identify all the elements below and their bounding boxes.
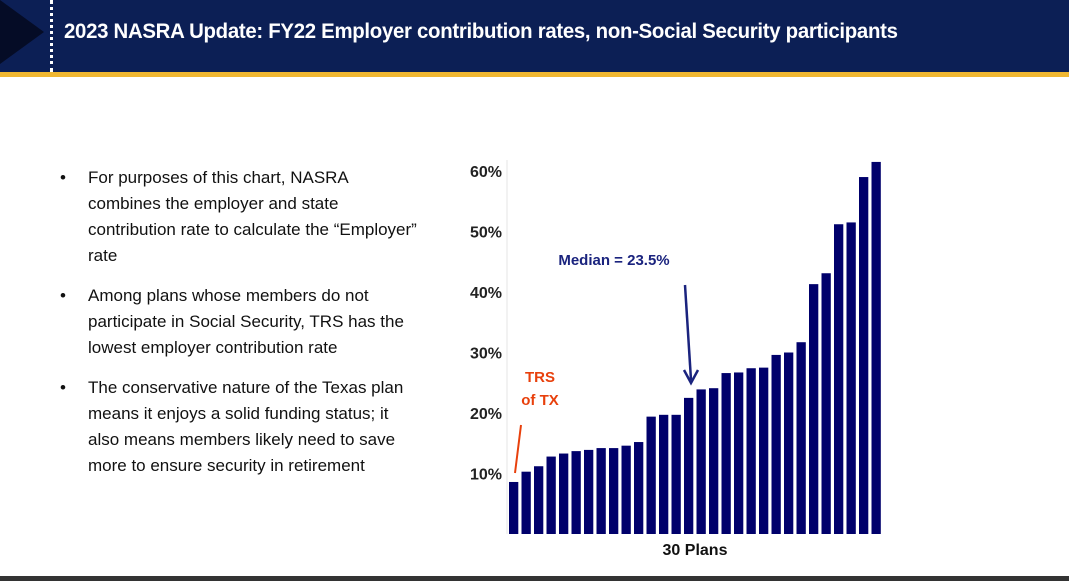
bar-plan-21: [759, 367, 769, 534]
trs-pointer-line: [514, 424, 522, 474]
bar-plan-23: [784, 352, 794, 534]
bar-plan-10: [621, 445, 631, 534]
bar-plan-24: [796, 342, 806, 534]
bar-plan-6: [571, 451, 581, 534]
y-tick-label: 40%: [470, 285, 502, 302]
x-axis-label: 30 Plans: [663, 542, 728, 559]
bullet-item: • The conservative nature of the Texas pl…: [60, 375, 420, 479]
chevron-decoration: [0, 0, 44, 64]
bullet-text: Among plans whose members do not partici…: [88, 286, 404, 357]
bar-plan-13: [659, 414, 669, 534]
bar-plan-22: [771, 354, 781, 534]
bullet-icon: •: [60, 378, 66, 397]
bar-plan-27: [834, 224, 844, 535]
bar-plan-26: [821, 273, 831, 534]
bar-plan-1: [509, 481, 519, 534]
bar-plan-2: [521, 471, 531, 534]
bar-plan-4: [546, 456, 556, 534]
bar-plan-29: [859, 177, 869, 535]
bar-plan-16: [696, 389, 706, 534]
dotted-divider: [50, 0, 53, 72]
bottom-bar: [0, 576, 1069, 581]
slide-title: 2023 NASRA Update: FY22 Employer contrib…: [64, 20, 898, 43]
y-axis-ticks: 10% 20% 30% 40% 50% 60%: [470, 164, 502, 484]
bar-plan-11: [634, 442, 644, 534]
bar-plan-12: [646, 416, 656, 534]
bar-plan-17: [709, 388, 719, 534]
bullet-list: • For purposes of this chart, NASRA combi…: [60, 165, 420, 493]
bullet-text: The conservative nature of the Texas pla…: [88, 378, 404, 475]
bar-plan-25: [809, 284, 819, 534]
slide-header: 2023 NASRA Update: FY22 Employer contrib…: [0, 0, 1069, 72]
trs-annotation-line1: TRS: [525, 369, 555, 386]
bar-plan-19: [734, 372, 744, 534]
y-tick-label: 50%: [470, 225, 502, 242]
bullet-item: • Among plans whose members do not partic…: [60, 283, 420, 361]
bar-plan-14: [671, 414, 681, 534]
bar-plan-30: [871, 161, 881, 535]
y-tick-label: 60%: [470, 164, 502, 181]
bar-plan-5: [559, 453, 569, 534]
bar-plan-3: [534, 466, 544, 534]
accent-stripe: [0, 72, 1069, 77]
bar-plan-20: [746, 368, 756, 534]
bar-plan-7: [584, 449, 594, 534]
bullet-icon: •: [60, 168, 66, 187]
bar-plan-18: [721, 373, 731, 534]
y-tick-label: 30%: [470, 346, 502, 363]
median-annotation: Median = 23.5%: [558, 252, 669, 269]
bar-plan-9: [609, 448, 619, 534]
bullet-icon: •: [60, 286, 66, 305]
bullet-text: For purposes of this chart, NASRA combin…: [88, 168, 417, 265]
bar-plan-8: [596, 448, 606, 534]
median-arrow-head: [682, 369, 700, 386]
trs-annotation-line2: of TX: [521, 392, 559, 409]
bars: [509, 161, 881, 535]
bullet-item: • For purposes of this chart, NASRA combi…: [60, 165, 420, 269]
y-tick-label: 20%: [470, 406, 502, 423]
y-tick-label: 10%: [470, 467, 502, 484]
bar-plan-28: [846, 222, 856, 535]
bar-plan-15: [684, 397, 694, 534]
median-arrow-shaft: [683, 284, 693, 381]
